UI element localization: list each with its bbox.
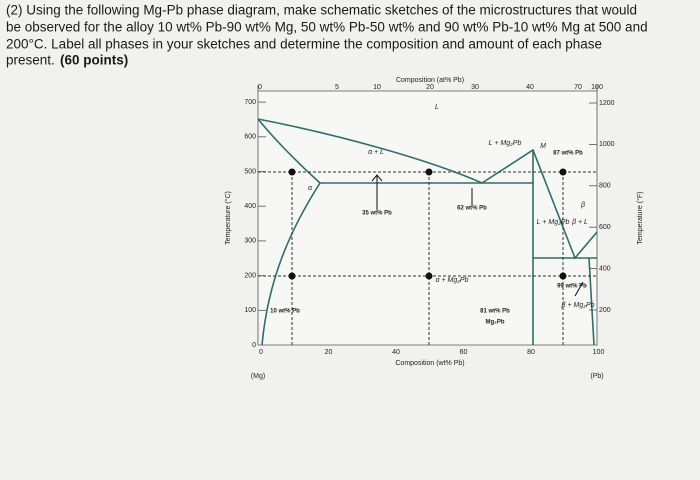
axis-title: Temperature (°F)	[636, 192, 644, 245]
annotation: 87 wt% Pb	[553, 151, 583, 157]
top-tick-label: 0	[258, 84, 262, 91]
phase-region-label: α + L	[368, 149, 384, 156]
left-tick-label: 300	[244, 238, 256, 245]
top-tick-label: 70	[574, 84, 582, 91]
right-tick-label: 1000	[599, 141, 615, 148]
annotation: 81 wt% Pb	[480, 309, 510, 315]
right-tick-label: 400	[599, 265, 611, 272]
question-line: present.	[6, 53, 55, 68]
annotation: 35 wt% Pb	[362, 211, 392, 217]
right-tick-label: 200	[599, 307, 611, 314]
bottom-tick-label: 60	[460, 349, 468, 356]
left-tick-label: 700	[244, 99, 256, 106]
phase-boundary	[320, 150, 597, 346]
labels: Lα + L α L + Mg₂Pb α + Mg₂Pb M L + Mg₂Pb β β + …	[270, 104, 594, 326]
top-tick-label: 30	[471, 84, 479, 91]
phase-region-label: L + Mg₂Pb	[537, 219, 570, 226]
question-line: be observed for the alloy 10 wt% Pb-90 w…	[6, 20, 648, 35]
annotation: 99 wt% Pb	[557, 284, 587, 290]
right-tick-label: 1200	[599, 100, 615, 107]
phase-region-label: α + Mg₂Pb	[436, 277, 469, 284]
axis-title: Composition (wt% Pb)	[395, 360, 464, 367]
phase-region-label: β	[580, 202, 585, 209]
axis-title: Temperature (°C)	[224, 191, 232, 245]
right-tick-label: 800	[599, 183, 611, 190]
bottom-tick-label: 0	[259, 349, 263, 356]
right-tick-label: 600	[599, 224, 611, 231]
bottom-tick-label: 40	[392, 349, 400, 356]
bottom-tick-label: 20	[325, 349, 333, 356]
axis-end: (Mg)	[251, 373, 265, 380]
top-tick-label: 20	[426, 84, 434, 91]
annotation: 62 wt% Pb	[457, 206, 487, 212]
top-tick-label: 40	[526, 84, 534, 91]
phase-region-label: α	[308, 185, 313, 192]
plot-area	[258, 91, 597, 345]
phase-region-label: L	[435, 104, 439, 111]
annotation: Mg₂Pb	[486, 320, 505, 326]
axes	[257, 85, 598, 346]
top-tick-label: 10	[373, 84, 381, 91]
alloy-points	[288, 168, 567, 280]
bottom-tick-label: 100	[593, 349, 605, 356]
axis-title: Composition (at% Pb)	[396, 77, 464, 84]
left-tick-label: 200	[244, 272, 256, 279]
question-line: (2) Using the following Mg-Pb phase diag…	[6, 3, 637, 18]
left-tick-label: 400	[244, 203, 256, 210]
top-tick-label: 5	[335, 84, 339, 91]
left-tick-label: 0	[252, 342, 256, 349]
bottom-tick-label: 80	[527, 349, 535, 356]
alloy-guide	[258, 171, 597, 345]
phase-region-label: M	[540, 143, 546, 150]
phase-region-label: β + L	[571, 219, 588, 226]
annotation: 10 wt% Pb	[270, 309, 300, 315]
phase-region-label: β + Mg₂Pb	[561, 302, 595, 309]
question-points: (60 points)	[60, 53, 128, 68]
solvus	[261, 182, 321, 346]
phase-region-label: L + Mg₂Pb	[489, 140, 522, 147]
liquidus	[257, 118, 483, 184]
axis-end: (Pb)	[590, 373, 603, 380]
phase-diagram: Composition (at% Pb) Composition (wt% Pb…	[224, 77, 644, 380]
top-tick-label: 100	[591, 84, 603, 91]
liquidus	[481, 148, 598, 260]
left-tick-label: 100	[244, 307, 256, 314]
ticks: 0 5 10 20 30 40 70 1000100200300400500600700200…	[244, 84, 614, 356]
question-line: 200°C. Label all phases in your sketches…	[6, 37, 602, 52]
solidus	[257, 118, 321, 184]
arrow	[371, 174, 584, 297]
left-tick-label: 600	[244, 134, 256, 141]
left-tick-label: 500	[244, 168, 256, 175]
